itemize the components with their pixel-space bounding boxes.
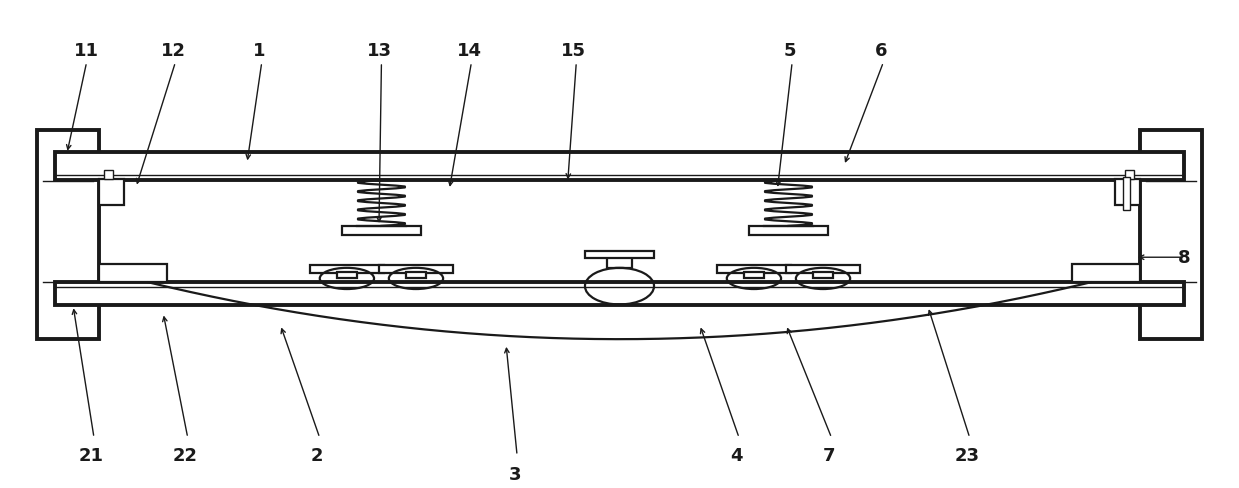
Bar xyxy=(55,153,1184,181)
Bar xyxy=(1115,179,1140,206)
Bar xyxy=(379,265,453,273)
Text: 21: 21 xyxy=(79,446,104,464)
Text: 23: 23 xyxy=(955,446,980,464)
Text: 15: 15 xyxy=(561,42,586,60)
Bar xyxy=(37,130,99,340)
Bar xyxy=(607,258,632,268)
Text: 12: 12 xyxy=(161,42,186,60)
Text: 6: 6 xyxy=(875,42,887,60)
Text: 4: 4 xyxy=(731,446,743,464)
Text: 13: 13 xyxy=(367,42,392,60)
Bar xyxy=(104,171,113,179)
Text: 5: 5 xyxy=(783,42,795,60)
Bar xyxy=(745,272,763,279)
Bar xyxy=(585,252,654,259)
Bar xyxy=(337,272,357,279)
Bar xyxy=(1125,171,1134,179)
Text: 1: 1 xyxy=(253,42,265,60)
Bar xyxy=(99,179,124,206)
Text: 14: 14 xyxy=(456,42,482,60)
Bar xyxy=(813,272,833,279)
Text: 11: 11 xyxy=(74,42,99,60)
Bar xyxy=(342,226,421,235)
Bar xyxy=(1140,130,1202,340)
Bar xyxy=(717,265,790,273)
Bar xyxy=(406,272,426,279)
Bar xyxy=(99,264,167,283)
Bar xyxy=(310,265,384,273)
Bar xyxy=(786,265,860,273)
Bar xyxy=(55,283,1184,306)
Text: 8: 8 xyxy=(1178,249,1191,266)
Bar xyxy=(1072,264,1140,283)
Text: 3: 3 xyxy=(508,465,520,483)
Text: 22: 22 xyxy=(172,446,198,464)
Text: 2: 2 xyxy=(311,446,323,464)
Bar xyxy=(750,226,828,235)
Text: 7: 7 xyxy=(823,446,835,464)
Bar xyxy=(1123,178,1130,210)
